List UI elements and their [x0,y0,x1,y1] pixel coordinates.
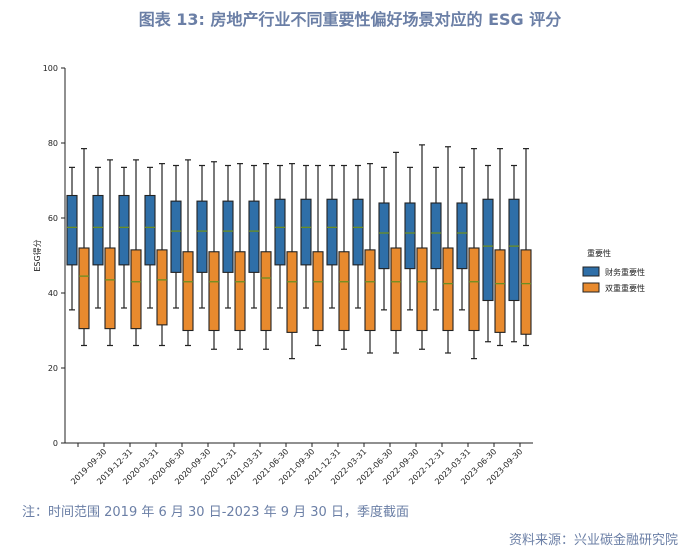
iqr-box [182,251,194,332]
iqr-box [286,251,298,333]
double-box [520,148,532,347]
iqr-box [170,200,182,273]
iqr-box [338,251,350,332]
financial-box [66,166,78,311]
y-tick-label: 60 [48,214,58,223]
y-tick-label: 20 [48,364,58,373]
iqr-box [130,249,142,330]
financial-box [456,166,468,311]
iqr-box [144,194,156,266]
iqr-box [260,251,272,332]
financial-box [196,164,208,309]
iqr-box [468,247,480,332]
double-box [78,148,90,347]
legend-label: 双重重要性 [605,283,645,293]
iqr-box [300,198,312,266]
legend-title: 重要性 [587,248,611,258]
financial-box [222,164,234,309]
financial-box [378,166,390,311]
iqr-box [92,194,104,266]
iqr-box [494,249,506,333]
iqr-box [104,247,116,330]
double-box [156,163,168,347]
legend-swatch-financial [582,266,600,277]
financial-box [326,164,338,309]
double-box [286,163,298,360]
y-tick-label: 80 [48,139,58,148]
double-box [208,161,220,350]
financial-box [118,166,130,309]
iqr-box [274,198,286,266]
iqr-box [352,198,364,266]
financial-box [430,166,442,311]
double-box [182,159,194,347]
double-box [494,148,506,347]
double-box [364,163,376,354]
iqr-box [404,202,416,270]
axes: 0 20 40 60 80 100 ESG得分 [32,64,533,448]
iqr-box [456,202,468,270]
double-box [260,163,272,350]
iqr-box [508,198,520,302]
y-axis-title: ESG得分 [32,239,42,271]
iqr-box [248,200,260,273]
double-box [338,164,350,350]
iqr-box [442,247,454,332]
double-box [416,144,428,350]
iqr-box [156,249,168,326]
y-tick-label: 100 [43,64,58,73]
x-tick-labels: 2019-09-302019-12-312020-03-312020-06-30… [69,443,524,486]
financial-box [404,166,416,311]
y-tick-label: 40 [48,289,58,298]
iqr-box [66,194,78,266]
iqr-box [390,247,402,332]
source-credit: 资料来源：兴业碳金融研究院 [508,533,678,548]
iqr-box [312,251,324,332]
double-box [390,151,402,354]
financial-box [508,164,520,343]
iqr-box [378,202,390,270]
iqr-box [208,251,220,332]
iqr-box [416,247,428,332]
financial-box [352,164,364,309]
double-box [234,163,246,350]
iqr-box [234,251,246,332]
financial-box [482,164,494,343]
financial-box [300,164,312,309]
double-box [130,159,142,347]
financial-box [274,164,286,309]
double-box [104,159,116,347]
financial-box [170,164,182,309]
double-box [312,164,324,347]
double-box [468,148,480,360]
iqr-box [520,249,532,335]
iqr-box [196,200,208,273]
iqr-box [364,249,376,332]
y-tick-label: 0 [53,439,58,448]
iqr-box [482,198,494,302]
legend-label: 财务重要性 [605,267,645,277]
double-box [442,146,454,354]
legend-swatch-double [582,282,600,293]
financial-box [248,164,260,309]
financial-box [144,166,156,309]
box-group [66,144,532,360]
iqr-box [78,247,90,330]
iqr-box [326,198,338,266]
footnote: 注：时间范围 2019 年 6 月 30 日-2023 年 9 月 30 日，季… [22,505,409,520]
iqr-box [222,200,234,273]
iqr-box [430,202,442,270]
financial-box [92,166,104,309]
iqr-box [118,194,130,266]
chart-title: 图表 13: 房地产行业不同重要性偏好场景对应的 ESG 评分 [138,10,562,29]
